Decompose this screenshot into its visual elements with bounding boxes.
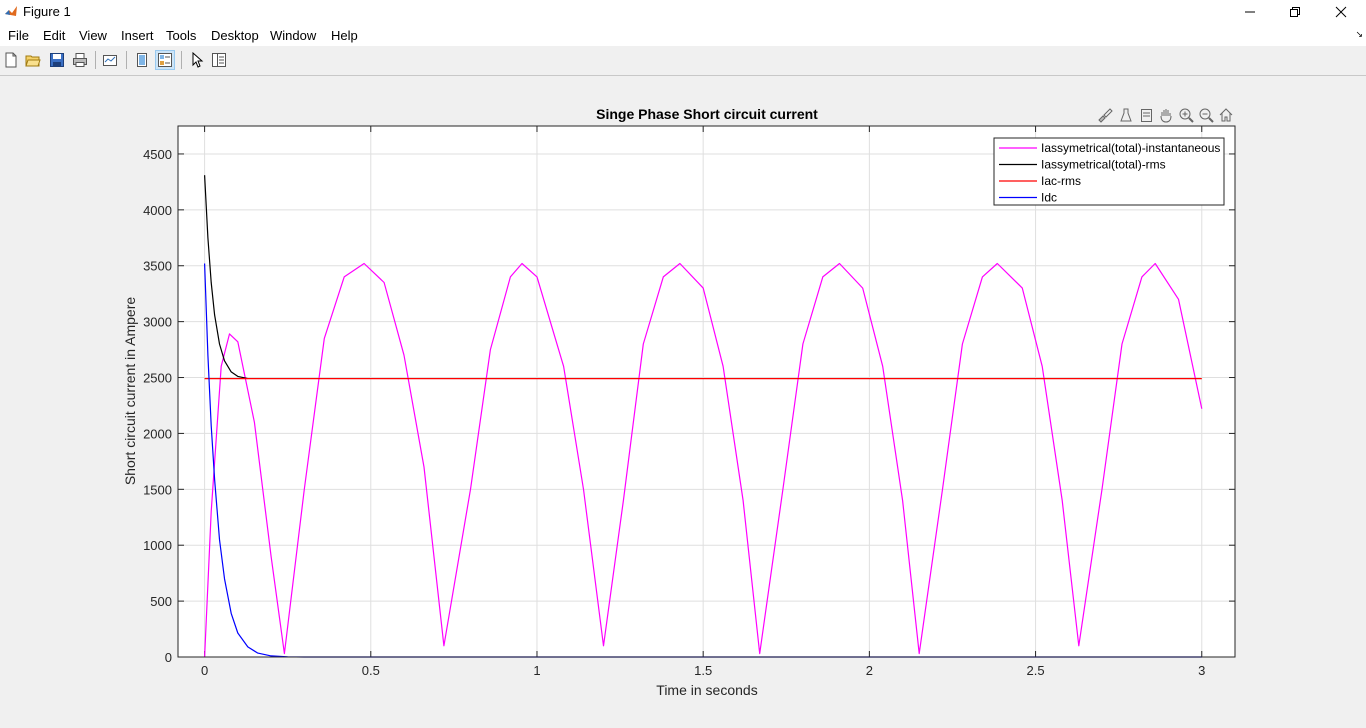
x-tick-label: 1.5 — [694, 663, 712, 678]
legend-entry-label: Idc — [1041, 191, 1057, 205]
legend-box — [993, 137, 1225, 206]
open-property-inspector-icon — [212, 53, 226, 67]
open-file-icon — [25, 55, 41, 67]
series-line-iassymetrical-total-instantaneous — [204, 262, 1203, 658]
menu-help[interactable]: Help — [331, 28, 358, 43]
new-figure-icon — [5, 52, 17, 68]
axes-box — [177, 125, 1236, 658]
data-tips-icon — [1120, 108, 1132, 122]
new-figure-button[interactable] — [1, 50, 21, 70]
chart-title: Singe Phase Short circuit current — [596, 106, 818, 122]
menu-insert[interactable]: Insert — [121, 28, 154, 43]
legend[interactable]: Iassymetrical(total)-instantaneous Iassym… — [993, 137, 1225, 206]
show-plot-tools-button[interactable] — [155, 50, 175, 70]
y-tick-label: 2500 — [143, 371, 172, 386]
restore-view-home-icon — [1219, 108, 1233, 122]
dock-figure-icon[interactable]: ↘ — [1355, 29, 1363, 39]
figure-toolbar — [0, 46, 1366, 76]
y-tick-label: 1000 — [143, 538, 172, 553]
data-tips-button[interactable] — [1117, 106, 1135, 124]
toolbar-separator — [181, 51, 182, 69]
hide-plot-tools-icon — [137, 53, 147, 67]
legend-entry-label: Iac-rms — [1041, 174, 1081, 188]
x-axis-label: Time in seconds — [656, 682, 757, 698]
brush-button[interactable] — [1096, 106, 1114, 124]
window-titlebar: Figure 1 — [0, 0, 1366, 24]
save-icon — [50, 53, 64, 67]
link-plot-icon — [103, 55, 117, 66]
toolbar-separator — [95, 51, 96, 69]
pan-button[interactable] — [1157, 106, 1175, 124]
close-button[interactable] — [1318, 0, 1364, 24]
rotate-icon — [1141, 109, 1152, 122]
menu-tools[interactable]: Tools — [166, 28, 197, 43]
zoom-out-button[interactable] — [1197, 106, 1215, 124]
axis-ticks: 0 0.5 1 1.5 2 2.5 3 0 500 1000 1500 2000 2500 3000 350… — [143, 126, 1235, 678]
menu-file[interactable]: File — [8, 28, 29, 43]
x-tick-label: 3 — [1198, 663, 1205, 678]
y-tick-label: 1500 — [143, 482, 172, 497]
y-tick-label: 3500 — [143, 259, 172, 274]
menu-edit[interactable]: Edit — [43, 28, 66, 43]
y-tick-label: 4000 — [143, 203, 172, 218]
axes-background — [178, 126, 1235, 657]
x-tick-label: 1 — [533, 663, 540, 678]
show-plot-tools-icon — [158, 53, 172, 67]
open-file-button[interactable] — [23, 50, 43, 70]
hide-plot-tools-button[interactable] — [132, 50, 152, 70]
menu-bar: File Edit View Insert Tools Desktop Wind… — [0, 24, 1366, 46]
link-plot-button[interactable] — [100, 50, 120, 70]
pan-hand-icon — [1160, 109, 1172, 123]
y-tick-label: 0 — [165, 650, 172, 665]
menu-window[interactable]: Window — [270, 28, 317, 43]
zoom-out-icon — [1199, 108, 1214, 123]
y-axis-label: Short circuit current in Ampere — [122, 297, 138, 486]
legend-entry-label: Iassymetrical(total)-instantaneous — [1041, 141, 1220, 155]
minimize-icon — [1245, 11, 1255, 13]
close-icon — [1335, 6, 1347, 18]
toolbar-separator — [126, 51, 127, 69]
zoom-in-icon — [1179, 108, 1194, 123]
zoom-in-button[interactable] — [1177, 106, 1195, 124]
print-icon — [73, 53, 87, 67]
property-inspector-button[interactable] — [209, 50, 229, 70]
x-tick-label: 2 — [866, 663, 873, 678]
menu-view[interactable]: View — [79, 28, 107, 43]
y-tick-label: 2000 — [143, 426, 172, 441]
y-tick-label: 3000 — [143, 315, 172, 330]
legend-entry-label: Iassymetrical(total)-rms — [1041, 158, 1166, 172]
save-button[interactable] — [47, 50, 67, 70]
menu-desktop[interactable]: Desktop — [211, 28, 259, 43]
x-tick-label: 0.5 — [362, 663, 380, 678]
y-tick-label: 500 — [150, 594, 172, 609]
edit-plot-button[interactable] — [187, 50, 207, 70]
y-tick-label: 4500 — [143, 147, 172, 162]
brush-icon — [1098, 108, 1113, 123]
rotate-button[interactable] — [1137, 106, 1155, 124]
restore-view-button[interactable] — [1217, 106, 1235, 124]
restore-icon — [1290, 7, 1300, 17]
x-tick-label: 2.5 — [1027, 663, 1045, 678]
x-tick-label: 0 — [201, 663, 208, 678]
matlab-logo-icon — [4, 4, 18, 18]
print-button[interactable] — [70, 50, 90, 70]
series-line-iassymetrical-total-rms — [204, 175, 248, 380]
window-title: Figure 1 — [23, 4, 71, 19]
restore-button[interactable] — [1272, 0, 1318, 24]
minimize-button[interactable] — [1227, 0, 1273, 24]
edit-plot-arrow-icon — [192, 52, 204, 68]
